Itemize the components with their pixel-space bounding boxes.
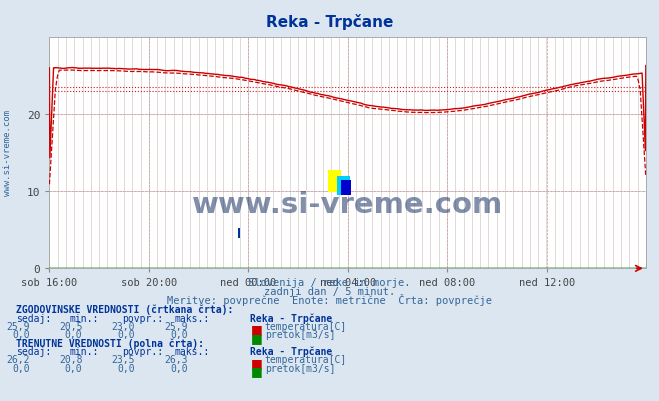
Text: ■: ■ [250,356,262,369]
Text: 0,0: 0,0 [65,363,82,373]
Text: Reka - Trpčane: Reka - Trpčane [266,14,393,30]
Text: Meritve: povprečne  Enote: metrične  Črta: povprečje: Meritve: povprečne Enote: metrične Črta:… [167,294,492,306]
Text: sedaj:: sedaj: [16,313,51,323]
Text: temperatura[C]: temperatura[C] [265,321,347,331]
Text: povpr.:: povpr.: [122,313,163,323]
Text: maks.:: maks.: [175,346,210,356]
Text: 23,5: 23,5 [111,354,135,365]
Text: 26,2: 26,2 [6,354,30,365]
Text: ■: ■ [250,331,262,344]
Bar [337,177,350,196]
Text: 23,0: 23,0 [111,321,135,331]
Text: 25,9: 25,9 [6,321,30,331]
Text: pretok[m3/s]: pretok[m3/s] [265,329,335,339]
Text: maks.:: maks.: [175,313,210,323]
Text: sedaj:: sedaj: [16,346,51,356]
Text: ZGODOVINSKE VREDNOSTI (črtkana črta):: ZGODOVINSKE VREDNOSTI (črtkana črta): [16,304,234,314]
Text: 25,9: 25,9 [164,321,188,331]
Text: 0,0: 0,0 [117,329,135,339]
Text: 0,0: 0,0 [12,363,30,373]
Text: www.si-vreme.com: www.si-vreme.com [3,109,13,195]
Text: pretok[m3/s]: pretok[m3/s] [265,363,335,373]
Text: 0,0: 0,0 [12,329,30,339]
Text: temperatura[C]: temperatura[C] [265,354,347,365]
Text: ■: ■ [250,365,262,377]
Text: zadnji dan / 5 minut.: zadnji dan / 5 minut. [264,286,395,296]
Text: Reka - Trpčane: Reka - Trpčane [250,312,333,323]
Bar [341,181,351,196]
Text: Reka - Trpčane: Reka - Trpčane [250,346,333,356]
Text: min.:: min.: [69,346,99,356]
Text: ■: ■ [250,323,262,336]
Bar [238,229,241,238]
Text: 20,5: 20,5 [59,321,82,331]
Text: 0,0: 0,0 [170,363,188,373]
Text: Slovenija / reke in morje.: Slovenija / reke in morje. [248,278,411,288]
Text: TRENUTNE VREDNOSTI (polna črta):: TRENUTNE VREDNOSTI (polna črta): [16,337,204,348]
Text: min.:: min.: [69,313,99,323]
Text: povpr.:: povpr.: [122,346,163,356]
Text: 20,8: 20,8 [59,354,82,365]
Text: 0,0: 0,0 [117,363,135,373]
Text: 0,0: 0,0 [65,329,82,339]
Text: 26,3: 26,3 [164,354,188,365]
Text: www.si-vreme.com: www.si-vreme.com [192,190,503,218]
Bar [328,170,341,193]
Text: 0,0: 0,0 [170,329,188,339]
